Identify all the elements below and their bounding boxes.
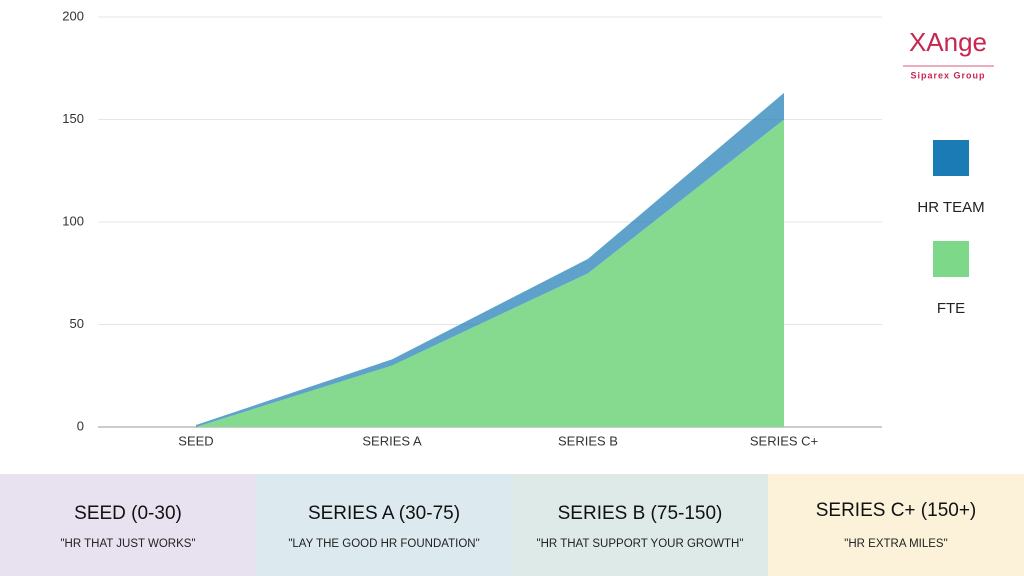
stage-title: SEED (0-30)	[74, 503, 182, 524]
x-tick-label: SEED	[178, 433, 213, 448]
stage-quote: "HR THAT JUST WORKS"	[60, 538, 195, 550]
x-tick-label: SERIES B	[558, 433, 618, 448]
y-tick-label: 0	[77, 418, 84, 433]
stage-panel	[0, 474, 256, 576]
logo-subtitle: Siparex Group	[910, 70, 985, 80]
y-tick-label: 50	[70, 316, 84, 331]
logo-title: XAnge	[909, 27, 987, 57]
y-tick-label: 100	[62, 213, 84, 228]
stage-panel	[512, 474, 768, 576]
y-tick-label: 150	[62, 111, 84, 126]
stage-title: SERIES B (75-150)	[558, 503, 723, 524]
stage-title: SERIES A (30-75)	[308, 503, 460, 524]
legend-swatch	[933, 140, 969, 176]
stage-panel	[256, 474, 512, 576]
stage-quote: "HR EXTRA MILES"	[844, 538, 947, 550]
x-tick-label: SERIES A	[362, 433, 422, 448]
area	[196, 119, 784, 427]
stage-panel	[768, 474, 1024, 576]
stage-quote: "LAY THE GOOD HR FOUNDATION"	[288, 538, 479, 550]
legend-label: HR TEAM	[917, 199, 984, 216]
stage-quote: "HR THAT SUPPORT YOUR GROWTH"	[537, 538, 744, 550]
y-tick-label: 200	[62, 8, 84, 23]
stage-title: SERIES C+ (150+)	[816, 500, 977, 521]
legend-label: FTE	[937, 300, 965, 317]
x-tick-label: SERIES C+	[750, 433, 818, 448]
legend-swatch	[933, 241, 969, 277]
